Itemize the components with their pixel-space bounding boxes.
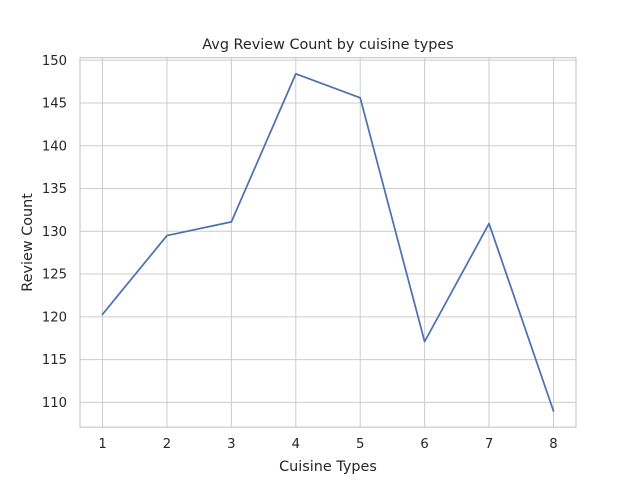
y-tick-label: 135 [42,182,67,197]
series-line-0 [101,72,555,413]
plot-area [80,57,576,428]
x-tick-label: 1 [98,437,106,452]
y-gridlines [80,59,576,403]
y-tick-label: 110 [42,396,67,411]
y-tick-label: 130 [42,225,67,240]
x-tick-label: 5 [356,437,364,452]
x-tick-label: 2 [163,437,171,452]
y-tick-label: 115 [42,353,67,368]
x-tick-label: 4 [292,437,300,452]
y-tick-label: 140 [42,139,67,154]
y-tick-label: 125 [42,268,67,283]
y-tick-label: 150 [42,54,67,69]
x-tick-label: 3 [227,437,235,452]
x-axis-label: Cuisine Types [279,459,377,475]
x-tick-labels: 1 2 3 4 5 6 7 8 [98,437,557,452]
x-tick-label: 6 [420,437,428,452]
y-tick-label: 145 [42,97,67,112]
y-tick-label: 120 [42,310,67,325]
y-tick-labels: 110 115 120 125 130 135 140 145 150 [42,54,67,411]
x-gridlines [102,57,554,428]
y-axis-label: Review Count [20,193,36,292]
x-tick-label: 7 [485,437,493,452]
chart-title: Avg Review Count by cuisine types [202,37,453,53]
plot-frame [79,56,577,428]
series-layer [101,72,555,413]
x-tick-label: 8 [549,437,557,452]
